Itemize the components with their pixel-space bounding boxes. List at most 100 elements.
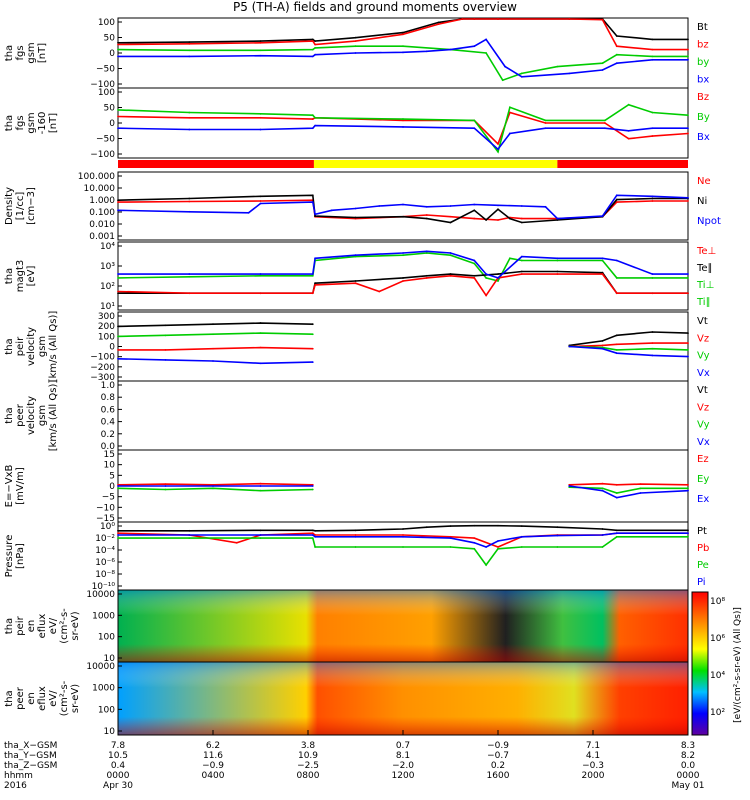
data-point [461, 18, 464, 20]
data-point [687, 332, 689, 334]
data-point [259, 274, 262, 277]
data-point [164, 359, 167, 361]
x-axis-row-label: tha_Y−GSM [4, 751, 57, 761]
y-axis-label: tha [4, 268, 15, 284]
data-point [311, 529, 314, 532]
legend-entry: bz [697, 40, 709, 51]
data-point [117, 55, 119, 58]
data-point [615, 198, 618, 201]
data-point [311, 361, 314, 364]
data-point [354, 52, 357, 54]
data-point [520, 217, 523, 220]
data-point [568, 345, 571, 348]
data-point [687, 532, 689, 535]
series-line [118, 532, 688, 548]
y-axis-label: sr-eV) [70, 684, 81, 713]
data-point [402, 535, 404, 538]
data-point [314, 535, 317, 538]
data-point [311, 127, 314, 130]
series-line [117, 482, 313, 486]
data-point [425, 274, 428, 277]
data-point [425, 250, 428, 253]
y-tick-label: 1.0 [101, 381, 116, 391]
data-point [601, 347, 604, 350]
data-point [651, 135, 654, 137]
x-axis-row-label: 2016 [4, 781, 27, 791]
data-point [687, 114, 689, 117]
legend-entry: Te∥ [696, 263, 713, 274]
x-axis-value: 11.6 [203, 751, 223, 761]
data-point [520, 255, 523, 258]
data-point [651, 197, 654, 200]
data-point [520, 221, 523, 224]
x-axis-value: 0.7 [396, 741, 410, 751]
x-axis-value: 10.9 [298, 751, 318, 761]
data-point [473, 537, 476, 540]
y-tick-label: 0.2 [101, 430, 115, 440]
data-point [402, 33, 404, 36]
data-point [314, 534, 317, 536]
y-axis-label: peer [15, 686, 26, 710]
y-axis-label: gsm [37, 405, 48, 426]
data-point [117, 485, 119, 487]
data-point [473, 119, 476, 122]
data-point [314, 215, 317, 217]
data-point [425, 217, 428, 220]
data-point [259, 537, 262, 540]
data-point [117, 348, 119, 351]
data-point [651, 347, 654, 350]
x-axis-value: 8.2 [681, 751, 695, 761]
y-tick-label: −100 [90, 80, 115, 90]
data-point [520, 72, 523, 75]
data-point [627, 103, 630, 106]
x-axis-value: 1600 [487, 771, 510, 781]
data-point [188, 116, 191, 119]
data-point [314, 53, 317, 56]
y-axis-label: gsm [37, 336, 48, 357]
data-point [402, 277, 404, 279]
data-point [651, 195, 654, 198]
x-axis-value: 1200 [392, 771, 415, 781]
data-point [508, 257, 511, 260]
legend-entry: Pe [697, 560, 709, 571]
y-tick-label: 100 [98, 332, 115, 342]
data-point [311, 118, 314, 120]
data-point [544, 127, 547, 130]
data-point [188, 42, 191, 45]
y-tick-label: 10³ [100, 262, 115, 272]
data-point [259, 202, 262, 205]
data-point [235, 541, 238, 544]
panel-frame [117, 171, 689, 241]
data-point [311, 534, 314, 536]
data-point [601, 534, 604, 536]
data-point [354, 255, 357, 258]
data-point [117, 48, 119, 51]
x-axis-value: 10.5 [108, 751, 128, 761]
data-point [188, 537, 191, 540]
y-axis-label: gsm [26, 42, 37, 63]
legend-entry: Vt [697, 385, 708, 396]
data-point [354, 546, 357, 548]
data-point [259, 54, 262, 57]
y-tick-label: 100 [98, 705, 115, 715]
x-axis-value: −0.9 [202, 761, 224, 771]
data-point [501, 79, 504, 82]
data-point [639, 487, 642, 490]
data-point [520, 525, 523, 528]
data-point [117, 115, 119, 118]
legend-entry: By [697, 112, 710, 123]
data-point [615, 529, 618, 532]
data-point [544, 205, 547, 208]
data-point [520, 535, 523, 538]
data-point [259, 534, 262, 536]
y-tick-label: 10 [104, 654, 116, 664]
x-axis-value: 8.3 [681, 741, 695, 751]
data-point [437, 23, 440, 25]
data-point [164, 348, 167, 351]
data-point [497, 150, 499, 153]
data-point [651, 342, 654, 345]
data-point [601, 489, 604, 492]
panel-temperature: 10⁴ 10³ 10² 10¹ tha magt3 [eV] Te⊥ Te∥ Ti⊥ Ti∥ [4, 241, 716, 312]
data-point [117, 529, 119, 532]
